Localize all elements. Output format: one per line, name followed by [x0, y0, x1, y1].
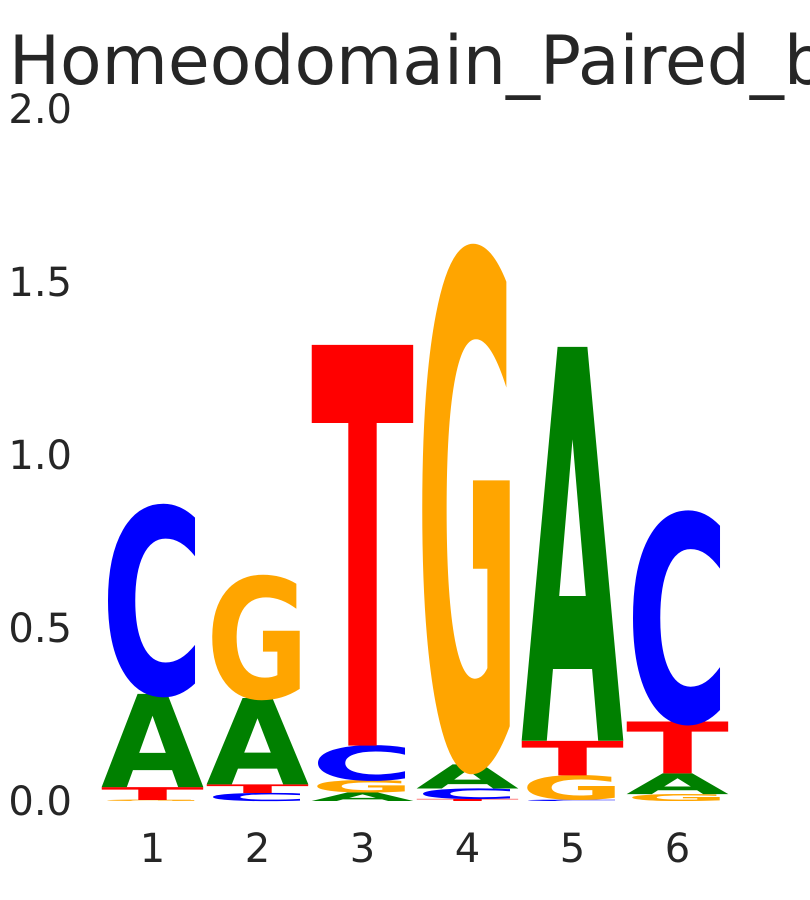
y-tick-label: 0.5: [8, 606, 72, 652]
logo-letter-c: C: [521, 799, 624, 801]
x-tick-label: 2: [245, 826, 270, 872]
logo-letter-c: C: [101, 456, 204, 755]
logo-letter-g: G: [101, 800, 204, 802]
logo-letter-g: G: [311, 777, 414, 796]
logo-letter-t: T: [626, 707, 729, 790]
chart-title: Homeodomain_Paired_b: [9, 22, 810, 101]
logo-letter-t: T: [206, 782, 309, 796]
logo-letter-t: T: [521, 732, 624, 787]
logo-letter-t: T: [101, 784, 204, 804]
logo-letter-g: G: [521, 769, 624, 808]
logo-letter-t: T: [416, 798, 519, 801]
logo-letter-c: C: [206, 791, 309, 804]
logo-letter-t: T: [311, 237, 415, 877]
y-tick-label: 0.0: [8, 779, 72, 825]
logo-letter-a: A: [521, 240, 625, 869]
logo-letter-a: A: [206, 674, 309, 812]
y-tick-label: 1.0: [8, 433, 72, 479]
y-tick-label: 1.5: [8, 260, 72, 306]
x-axis-ticks: 1 2 3 4 5 6: [140, 826, 690, 872]
logo-letter-g: G: [626, 792, 729, 803]
x-tick-label: 4: [455, 826, 480, 872]
y-axis-ticks: 0.0 0.5 1.0 1.5 2.0: [8, 87, 72, 825]
logo-letter-a: A: [416, 758, 519, 797]
logo-letter-c: C: [626, 458, 729, 789]
x-tick-label: 5: [560, 826, 585, 872]
x-tick-label: 6: [665, 826, 690, 872]
logo-letter-a: A: [311, 790, 414, 804]
logo-letter-c: C: [416, 786, 519, 803]
logo-letter-g: G: [206, 543, 309, 737]
logo-letter-a: A: [626, 768, 729, 801]
x-tick-label: 1: [140, 826, 165, 872]
x-tick-label: 3: [350, 826, 375, 872]
logo-letter-a: A: [101, 669, 204, 818]
y-tick-label: 2.0: [8, 87, 72, 133]
logo-letter-c: C: [311, 736, 414, 791]
logo-letter-g: G: [416, 113, 519, 900]
